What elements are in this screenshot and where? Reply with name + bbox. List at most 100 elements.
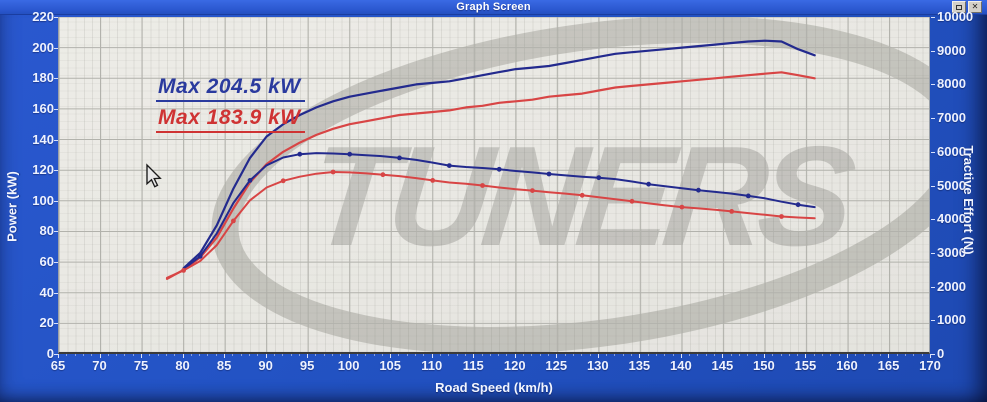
x-axis-minor-tick: [705, 354, 707, 356]
right-axis-tick-label: 6000: [937, 143, 966, 159]
right-axis-tick: [931, 118, 935, 120]
x-axis-minor-tick: [622, 354, 624, 356]
mouse-cursor: [146, 163, 162, 188]
left-axis-tick-label: 0: [46, 346, 54, 361]
left-axis-tick: [54, 200, 58, 202]
watermark: TUNERS: [211, 17, 929, 352]
curve-power-tuned: [182, 39, 816, 270]
x-axis-minor-tick: [747, 354, 749, 356]
x-axis-minor-tick: [332, 354, 334, 356]
x-axis-minor-tick: [780, 354, 782, 356]
left-axis-tick: [54, 139, 58, 141]
x-axis-minor-tick: [871, 354, 873, 356]
x-axis-tick: [473, 354, 475, 358]
left-axis-tick-label: 120: [32, 162, 54, 178]
x-axis-tick-label: 165: [877, 358, 900, 373]
right-axis-tick: [931, 151, 935, 153]
x-axis-minor-tick: [506, 354, 508, 356]
x-axis-minor-tick: [913, 354, 915, 356]
x-axis-minor-tick: [822, 354, 824, 356]
x-axis-tick-label: 130: [586, 358, 609, 373]
x-axis-minor-tick: [66, 354, 68, 356]
restore-button[interactable]: [952, 1, 966, 13]
x-axis-tick-label: 145: [711, 358, 734, 373]
right-axis-tick-label: 0: [937, 346, 945, 361]
x-axis-tick-label: 75: [133, 358, 149, 373]
x-axis-minor-tick: [91, 354, 93, 356]
x-axis-minor-tick: [531, 354, 533, 356]
curve-power-stock: [165, 71, 816, 280]
x-axis-minor-tick: [282, 354, 284, 356]
close-button[interactable]: ✕: [968, 1, 982, 13]
left-axis-tick-label: 20: [39, 315, 54, 331]
x-axis-tick-label: 100: [337, 358, 360, 373]
left-axis-tick-label: 220: [32, 9, 54, 24]
close-icon: ✕: [971, 2, 979, 11]
max-power-annotation-blue: Max 204.5 kW: [156, 75, 305, 102]
x-axis-tick-label: 110: [421, 358, 443, 373]
x-axis-minor-tick: [564, 354, 566, 356]
left-axis-tick-label: 180: [32, 70, 54, 86]
right-axis-tick: [931, 17, 935, 18]
x-axis-tick: [556, 354, 558, 358]
x-axis-minor-tick: [381, 354, 383, 356]
x-axis-tick-label: 170: [919, 358, 941, 373]
x-axis-minor-tick: [240, 354, 242, 356]
x-axis-minor-tick: [273, 354, 275, 356]
right-axis-tick: [931, 84, 935, 86]
x-axis-minor-tick: [489, 354, 491, 356]
right-axis-tick-label: 4000: [937, 211, 966, 227]
x-axis-minor-tick: [838, 354, 840, 356]
left-axis-tick: [54, 231, 58, 233]
x-axis-minor-tick: [797, 354, 799, 356]
left-axis-title: Power (kW): [4, 171, 20, 242]
x-axis-minor-tick: [323, 354, 325, 356]
right-axis-tick: [931, 219, 935, 221]
x-axis-minor-tick: [689, 354, 691, 356]
right-axis-tick-label: 8000: [937, 76, 966, 92]
x-axis-minor-tick: [124, 354, 126, 356]
curve-tractive-stock: [166, 171, 816, 279]
x-axis-minor-tick: [523, 354, 525, 356]
x-axis-minor-tick: [373, 354, 375, 356]
x-axis-minor-tick: [174, 354, 176, 356]
x-axis-tick-label: 90: [258, 358, 273, 373]
x-axis-tick-label: 80: [175, 358, 190, 373]
left-axis-tick-label: 200: [32, 39, 54, 55]
x-axis-tick-label: 65: [50, 358, 66, 373]
right-axis-tick: [931, 286, 935, 288]
left-axis-tick: [54, 354, 58, 355]
x-axis-minor-tick: [772, 354, 774, 356]
plot-grid: [59, 17, 929, 352]
x-axis-tick: [390, 354, 392, 358]
left-axis-tick-label: 160: [32, 100, 54, 116]
plot-area[interactable]: TUNERS Max 204.5 kW Max 183.9 kW: [58, 17, 930, 354]
x-axis-minor-tick: [207, 354, 209, 356]
x-axis-minor-tick: [215, 354, 217, 356]
right-axis-tick-label: 1000: [937, 312, 966, 328]
x-axis-minor-tick: [896, 354, 898, 356]
x-axis-tick-label: 115: [462, 358, 484, 373]
x-axis-minor-tick: [921, 354, 923, 356]
left-axis-tick-label: 100: [32, 192, 54, 208]
x-axis-tick: [805, 354, 807, 358]
left-axis-tick: [54, 78, 58, 80]
x-axis-minor-tick: [82, 354, 84, 356]
window-buttons: ✕: [952, 1, 982, 13]
x-axis-tick: [224, 354, 226, 358]
x-axis-minor-tick: [664, 354, 666, 356]
left-axis-tick: [54, 323, 58, 325]
x-axis-minor-tick: [830, 354, 832, 356]
x-axis-minor-tick: [149, 354, 151, 356]
x-axis-tick: [99, 354, 101, 358]
left-axis-tick: [54, 262, 58, 264]
title-bar[interactable]: Graph Screen ✕: [0, 0, 987, 15]
x-axis-tick: [846, 354, 848, 358]
x-axis-minor-tick: [547, 354, 549, 356]
x-axis-tick-label: 85: [216, 358, 232, 373]
x-axis-minor-tick: [655, 354, 657, 356]
x-axis-minor-tick: [614, 354, 616, 356]
x-axis-minor-tick: [415, 354, 417, 356]
right-axis-tick-label: 2000: [937, 278, 966, 294]
